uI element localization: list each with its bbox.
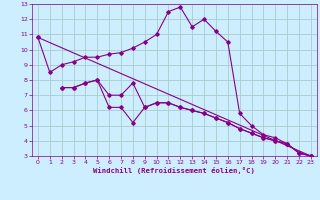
X-axis label: Windchill (Refroidissement éolien,°C): Windchill (Refroidissement éolien,°C) — [93, 167, 255, 174]
